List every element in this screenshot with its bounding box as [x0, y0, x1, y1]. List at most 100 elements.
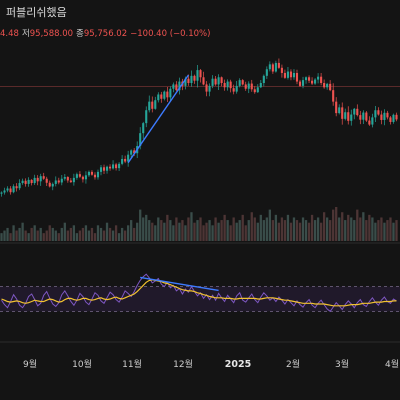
volume-bar — [205, 222, 208, 241]
candle-body — [72, 177, 75, 183]
volume-bar — [365, 220, 368, 241]
candle-body — [184, 78, 187, 86]
candle-body — [54, 180, 57, 184]
volume-bar — [283, 220, 287, 241]
candle-body — [323, 83, 326, 88]
candle-body — [93, 174, 97, 178]
volume-bar — [347, 214, 350, 241]
candle-body — [250, 83, 253, 90]
candle-body — [178, 81, 181, 91]
x-tick-label: 4월 — [385, 358, 399, 370]
x-tick-label: 12월 — [173, 358, 193, 370]
candle-body — [78, 174, 81, 177]
volume-bar — [9, 233, 12, 241]
candle-body — [96, 171, 100, 178]
candle-body — [314, 79, 317, 84]
ohlc-close-value: 95,756.02 — [83, 29, 128, 39]
volume-bar — [130, 220, 133, 241]
volume-bar — [265, 217, 268, 241]
volume-bar — [169, 220, 172, 241]
volume-bar — [226, 220, 229, 241]
volume-bar — [217, 222, 220, 241]
candle-body — [66, 177, 69, 181]
volume-bar — [78, 230, 82, 241]
volume-bar — [244, 225, 247, 241]
volume-bar — [356, 209, 359, 241]
volume-bar — [93, 233, 97, 241]
candle-body — [392, 114, 395, 122]
volume-bar — [325, 217, 329, 241]
candle-body — [256, 87, 259, 93]
volume-bar — [383, 222, 386, 241]
candle-body — [235, 85, 238, 92]
candle-body — [208, 85, 211, 92]
volume-bar — [126, 225, 130, 241]
volume-bar — [99, 227, 103, 241]
candle-body — [359, 115, 362, 120]
volume-bar — [199, 217, 202, 241]
candle-body — [335, 101, 338, 114]
candle-body — [247, 83, 250, 89]
ohlc-readout: 4.48 저95,588.00 종95,756.02 −100.40 (−0.10%) — [0, 27, 213, 39]
candle-body — [329, 83, 332, 91]
candle-body — [139, 133, 142, 147]
volume-bar — [172, 225, 175, 241]
ohlc-close-label: 종 — [76, 29, 84, 39]
volume-bar — [6, 227, 9, 241]
volume-bar — [166, 214, 169, 241]
volume-bar — [157, 217, 160, 241]
candle-body — [217, 77, 220, 85]
price-trendline — [127, 74, 190, 164]
volume-bar — [87, 230, 91, 241]
volume-bar — [90, 227, 94, 241]
volume-bar — [386, 220, 389, 241]
volume-bar — [175, 217, 178, 241]
candle-body — [365, 112, 368, 121]
volume-bar — [332, 209, 335, 241]
candle-body — [151, 101, 154, 109]
volume-bar — [250, 212, 253, 241]
candle-body — [268, 64, 271, 70]
candle-body — [48, 182, 51, 187]
candle-body — [187, 78, 190, 83]
volume-bar — [51, 227, 54, 241]
volume-bar — [310, 214, 314, 241]
ohlc-partial-value: 4.48 — [0, 29, 19, 39]
candle-body — [368, 120, 371, 125]
rsi-average-line — [1, 279, 397, 307]
candle-body — [63, 177, 66, 179]
candle-body — [169, 88, 172, 98]
candle-body — [121, 158, 124, 164]
candle-body — [292, 72, 296, 78]
candle-body — [124, 158, 127, 162]
volume-bar — [335, 207, 338, 241]
volume-bar — [102, 230, 106, 241]
volume-bar — [57, 233, 60, 241]
volume-bar — [142, 217, 145, 241]
volume-bar — [54, 230, 57, 241]
candle-body — [27, 179, 30, 184]
volume-bar — [389, 217, 392, 241]
candle-body — [15, 186, 18, 189]
volume-bar — [72, 225, 76, 241]
last-price-line — [0, 86, 400, 87]
candle-body — [289, 71, 293, 78]
candle-body — [87, 171, 91, 176]
candle-body — [112, 164, 115, 169]
volume-bar — [148, 220, 151, 241]
volume-bar — [338, 217, 341, 241]
candle-body — [274, 62, 277, 72]
candle-body — [202, 77, 205, 85]
ohlc-change: −100.40 (−0.10%) — [130, 29, 211, 39]
candle-body — [51, 183, 54, 187]
candle-body — [320, 76, 323, 83]
candle-body — [60, 178, 63, 183]
candle-body — [102, 167, 106, 171]
volume-bar — [395, 220, 398, 241]
volume-bar — [392, 222, 395, 241]
rsi-line — [1, 273, 397, 313]
candle-body — [133, 150, 136, 154]
volume-bar — [190, 212, 193, 241]
